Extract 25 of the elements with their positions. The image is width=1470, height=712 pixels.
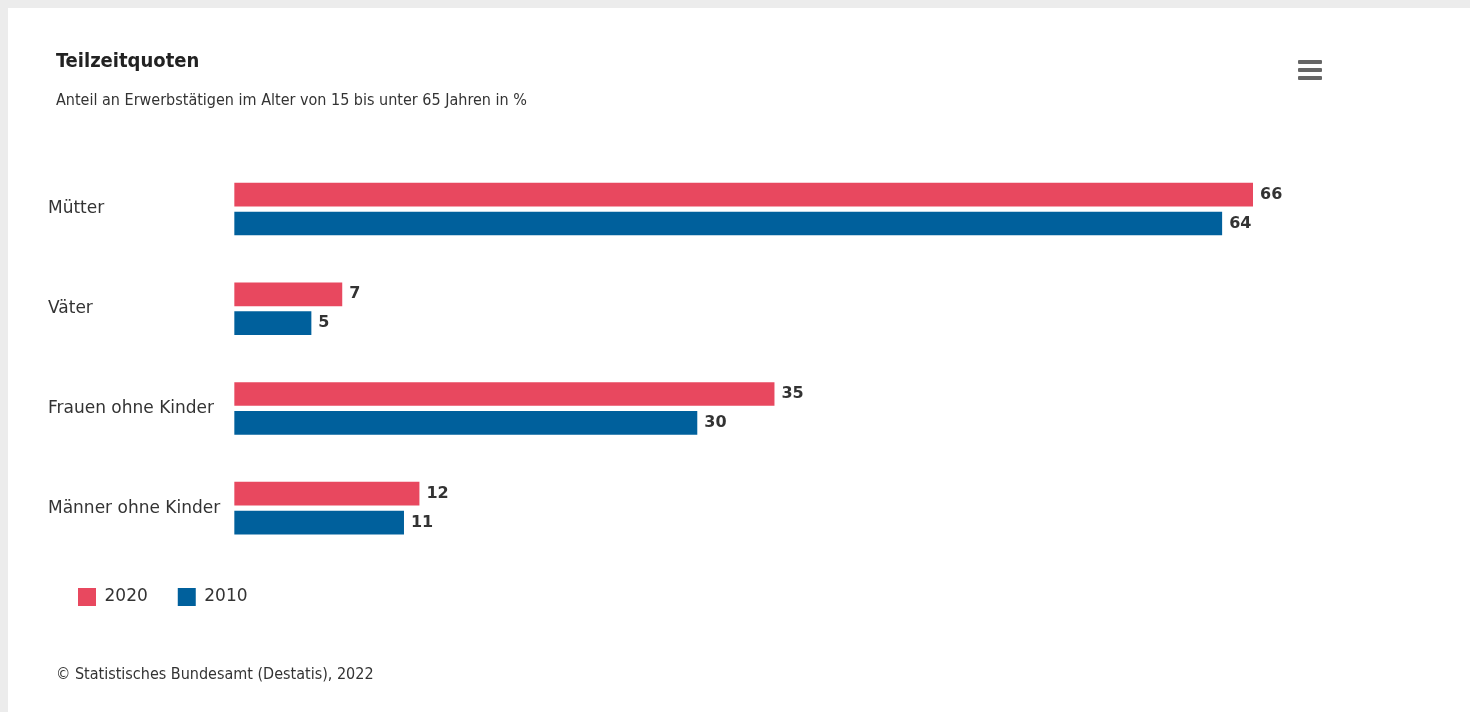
y-tick-label: Mütter	[48, 197, 105, 218]
bar	[234, 411, 698, 435]
data-label: 64	[1229, 212, 1252, 232]
data-label: 30	[704, 412, 727, 432]
data-label: 35	[781, 383, 804, 403]
data-label: 66	[1260, 183, 1283, 203]
y-tick-label: Frauen ohne Kinder	[48, 396, 215, 417]
data-label: 12	[426, 482, 449, 502]
bar	[234, 211, 1223, 236]
legend-label: 2020	[104, 585, 148, 606]
bar	[234, 282, 343, 307]
legend-label: 2010	[204, 585, 248, 606]
bar	[234, 382, 775, 406]
y-tick-label: Väter	[48, 297, 93, 318]
bar	[234, 311, 312, 336]
data-label: 11	[410, 511, 434, 531]
data-label: 5	[318, 312, 330, 332]
bar	[234, 481, 420, 506]
bar	[234, 182, 1253, 207]
text: © Statistisches Bundesamt (Destatis), 2022	[56, 664, 374, 683]
data-label: 7	[349, 283, 361, 303]
bar	[234, 510, 404, 535]
chart-subtitle: Anteil an Erwerbstätigen im Alter von 15 bis unter 65 Jahren in %	[56, 90, 527, 109]
y-tick-label: Männer ohne Kinder	[48, 496, 221, 517]
chart-title: Teilzeitquoten	[56, 48, 200, 72]
